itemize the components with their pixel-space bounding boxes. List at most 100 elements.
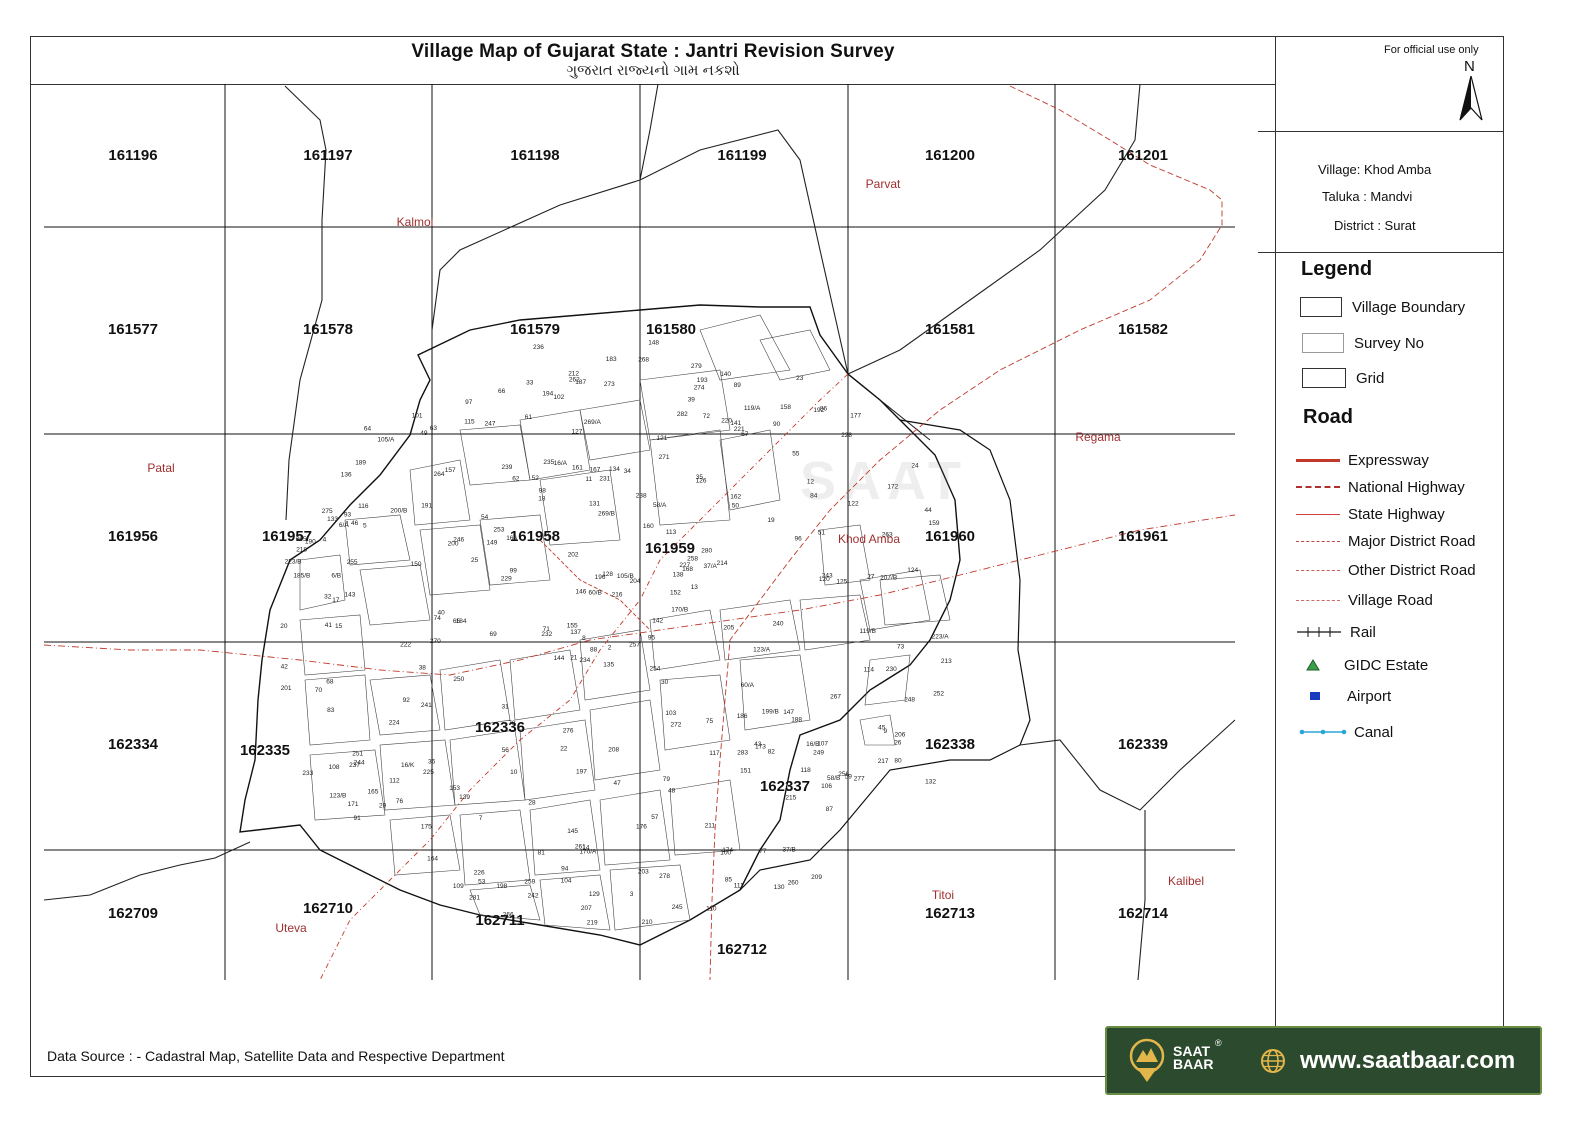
survey-number-label: 23: [796, 375, 804, 382]
survey-number-label: 221: [734, 426, 745, 433]
side-panel: [1275, 37, 1504, 1076]
legend-village-road: Village Road: [1296, 588, 1433, 612]
grid-cell-label: 162336: [475, 719, 525, 736]
survey-number-label: 175: [421, 823, 432, 830]
legend-survey-no: Survey No: [1302, 331, 1424, 355]
survey-number-label: 159: [929, 520, 940, 527]
survey-number-label: 61: [525, 414, 533, 421]
survey-number-label: 260: [788, 880, 799, 887]
legend-label: GIDC Estate: [1344, 656, 1429, 674]
survey-number-label: 103: [665, 710, 676, 717]
survey-number-label: 99: [510, 567, 518, 574]
survey-number-label: 96: [795, 536, 803, 543]
legend-label: State Highway: [1348, 505, 1445, 523]
village-boundary: [239, 304, 961, 946]
survey-number-label: 84: [810, 492, 818, 499]
survey-number-label: 269/B: [598, 510, 615, 517]
legend-gidc-estate: GIDC Estate: [1306, 653, 1428, 677]
map-subtitle: ગુજરાત રાજ્યનો ગામ નકશો: [566, 62, 740, 79]
survey-number-label: 57: [651, 814, 659, 821]
survey-number-label: 39: [688, 397, 696, 404]
place-label: Titoi: [932, 888, 954, 902]
survey-number-label: 140: [720, 371, 731, 378]
grid-cell-label: 161199: [717, 147, 766, 164]
grid-cell-label: 161197: [303, 147, 352, 164]
grid-cell-label: 161956: [108, 528, 158, 545]
survey-number-label: 273: [604, 381, 615, 388]
survey-number-label: 72: [703, 413, 711, 420]
place-label: Regama: [1075, 430, 1121, 444]
survey-number-label: 47: [614, 780, 622, 787]
survey-number-label: 155: [567, 623, 578, 630]
survey-number-label: 51: [818, 530, 826, 537]
legend-canal: Canal: [1298, 720, 1393, 744]
legend-label: Rail: [1350, 623, 1376, 641]
survey-number-label: 231: [599, 475, 610, 482]
gidc-triangle-icon: [1306, 659, 1320, 671]
survey-number-label: 124: [907, 567, 918, 574]
survey-number-label: 174: [722, 847, 733, 854]
survey-number-label: 126: [696, 478, 707, 485]
survey-number-labels: 1351361371381391401341411421431441621611…: [280, 340, 952, 927]
survey-number-label: 16/A: [554, 460, 568, 467]
survey-number-label: 157: [445, 467, 456, 474]
grid-cell-label: 162337: [760, 778, 810, 795]
grid-cell-label: 161578: [303, 321, 353, 338]
survey-number-label: 41: [325, 622, 333, 629]
survey-number-label: 275: [322, 508, 333, 515]
legend-label: Major District Road: [1348, 532, 1476, 550]
survey-number-label: 14: [582, 844, 590, 851]
registered-mark: ®: [1215, 1038, 1222, 1048]
survey-number-label: 200: [448, 541, 459, 548]
survey-number-label: 7: [479, 815, 483, 822]
survey-number-label: 112: [389, 778, 400, 785]
survey-number-label: 101: [412, 412, 423, 419]
survey-number-label: 153: [449, 785, 460, 792]
survey-number-label: 187: [575, 379, 586, 386]
survey-number-label: 2: [608, 645, 612, 652]
grid-cell-label: 162714: [1118, 905, 1169, 922]
survey-number-label: 258: [687, 556, 698, 563]
survey-number-label: 33: [526, 379, 534, 386]
survey-number-label: 114: [864, 667, 875, 674]
survey-number-label: 200/B: [390, 507, 407, 514]
grid-cell-label: 161579: [510, 321, 560, 338]
survey-number-label: 276: [563, 727, 574, 734]
survey-number-label: 245: [672, 904, 683, 911]
survey-number-label: 201: [281, 685, 292, 692]
survey-number-label: 142: [652, 617, 663, 624]
survey-number-label: 90: [773, 421, 781, 428]
legend-rail: Rail: [1296, 620, 1376, 644]
survey-number-label: 248: [904, 697, 915, 704]
survey-number-label: 162: [730, 494, 741, 501]
legend-other-district-road: Other District Road: [1296, 558, 1476, 582]
survey-number-label: 213: [941, 658, 952, 665]
survey-number-label: 198: [496, 883, 507, 890]
saatbaar-logo-icon: [1129, 1038, 1165, 1082]
survey-number-label: 176: [636, 823, 647, 830]
survey-number-label: 203: [638, 869, 649, 876]
survey-number-label: 12: [807, 478, 815, 485]
survey-number-label: 60/A: [741, 682, 755, 689]
survey-number-label: 78: [508, 720, 516, 727]
legend-label: Survey No: [1354, 334, 1425, 352]
survey-number-label: 264: [434, 471, 445, 478]
survey-number-label: 147: [783, 709, 794, 716]
survey-number-label: 37/A: [704, 563, 718, 570]
brand-banner[interactable]: SAAT BAAR ® www.saatbaar.com: [1105, 1026, 1542, 1095]
survey-number-label: 128: [602, 571, 613, 578]
map-canvas[interactable]: 161196 161197 161198 161199 161200 1612011615…: [0, 0, 1256, 1000]
survey-number-label: 278: [659, 873, 670, 880]
survey-number-label: 81: [538, 850, 546, 857]
survey-number-label: 62: [512, 475, 520, 482]
survey-number-label: 132: [925, 779, 936, 786]
brand-url-link[interactable]: www.saatbaar.com: [1300, 1047, 1516, 1074]
brand-name: SAAT BAAR: [1173, 1044, 1213, 1071]
survey-number-label: 134: [609, 466, 620, 473]
survey-number-label: 235: [543, 459, 554, 466]
survey-number-label: 118: [800, 767, 811, 774]
survey-number-label: 220: [721, 418, 732, 425]
survey-number-label: 64: [364, 425, 372, 432]
legend-village-boundary: Village Boundary: [1300, 295, 1465, 319]
survey-number-label: 227: [679, 562, 690, 569]
